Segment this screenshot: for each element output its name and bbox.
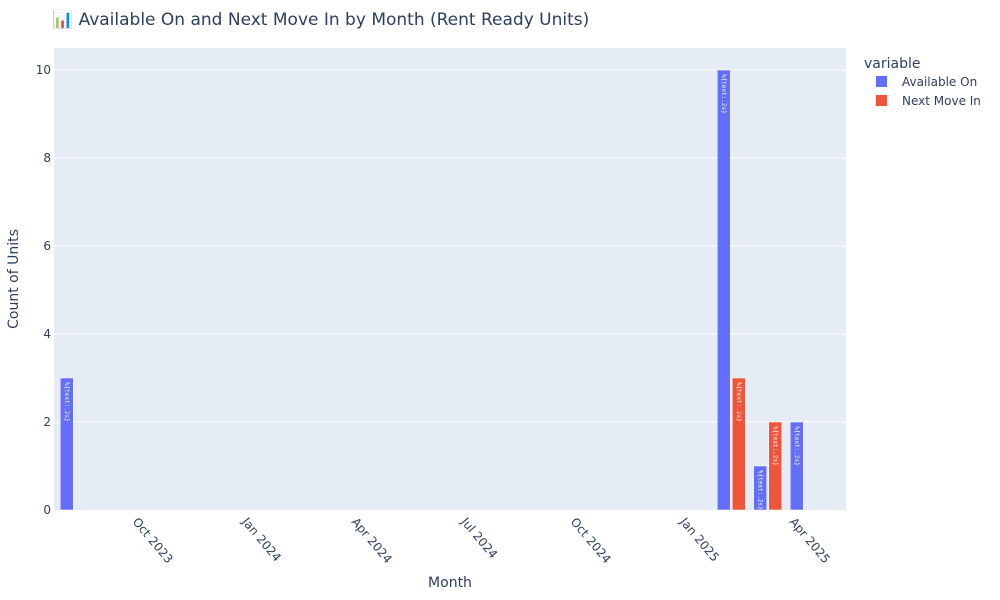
bar-available-on[interactable]	[717, 69, 731, 511]
bar-next-move-in[interactable]	[768, 421, 782, 511]
legend-label-available-on[interactable]: Available On	[902, 75, 977, 89]
grid-layer	[54, 69, 846, 423]
bar-text-label: %{text:.2s}	[63, 382, 70, 422]
legend[interactable]: variable Available On Next Move In	[864, 56, 981, 108]
bar-text-label: %{text:.2s}	[756, 470, 763, 510]
chart-title: 📊 Available On and Next Move In by Month…	[52, 9, 589, 30]
x-tick-label: Jan 2024	[239, 514, 284, 564]
legend-title: variable	[864, 56, 920, 72]
x-tick-label: Jul 2024	[458, 514, 501, 561]
x-axis-ticks: Oct 2023 Jan 2024 Apr 2024 Jul 2024 Oct 2024…	[130, 514, 833, 566]
legend-swatch-next-move-in[interactable]	[876, 95, 887, 106]
y-tick-label: 8	[43, 151, 51, 165]
y-tick-label: 4	[43, 327, 51, 341]
x-tick-label: Apr 2024	[349, 515, 395, 566]
y-tick-label: 2	[43, 415, 51, 429]
bar-available-on[interactable]	[753, 465, 767, 511]
y-tick-label: 6	[43, 239, 51, 253]
bar-available-on[interactable]	[60, 377, 74, 511]
x-tick-label: Jan 2025	[677, 514, 722, 564]
x-tick-label: Oct 2023	[130, 515, 176, 566]
y-tick-label: 0	[43, 503, 51, 517]
y-tick-label: 10	[36, 63, 51, 77]
plot-area	[54, 48, 846, 510]
x-tick-label: Oct 2024	[568, 515, 614, 566]
legend-label-next-move-in[interactable]: Next Move In	[902, 94, 981, 108]
x-axis-title: Month	[428, 575, 472, 591]
bar-text-label: %{text:.2s}	[720, 74, 727, 114]
bar-next-move-in[interactable]	[732, 377, 746, 511]
bar-text-label: %{text:.2s}	[735, 382, 742, 422]
y-axis-title: Count of Units	[6, 229, 22, 329]
bar-text-label: %{text:.2s}	[793, 426, 800, 466]
x-tick-label: Apr 2025	[787, 515, 833, 566]
bar-text-label: %{text:.2s}	[771, 426, 778, 466]
bar-layer[interactable]: %{text:.2s} %{text:.2s} %{text:.2s} %{text:…	[60, 69, 804, 511]
legend-swatch-available-on[interactable]	[876, 76, 887, 87]
y-axis-ticks: 0 2 4 6 8 10	[36, 63, 51, 517]
bar-available-on[interactable]	[790, 421, 804, 511]
